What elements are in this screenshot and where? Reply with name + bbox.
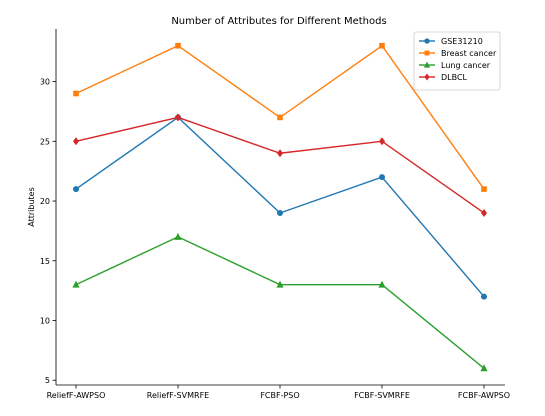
legend-label: DLBCL	[441, 73, 468, 82]
series-gse31210	[73, 114, 487, 300]
series-line	[75, 116, 485, 214]
point-marker	[423, 61, 431, 68]
x-tick-label: FCBF-SVMRFE	[354, 391, 410, 400]
point-marker	[424, 50, 430, 56]
y-tick-label: 15	[40, 257, 50, 266]
point-marker	[277, 209, 283, 216]
point-marker	[277, 149, 283, 158]
point-marker	[424, 73, 430, 81]
y-tick-label: 25	[40, 137, 50, 146]
point-marker	[73, 186, 79, 193]
point-marker	[481, 293, 487, 300]
point-marker	[73, 90, 79, 97]
y-tick-label: 5	[45, 376, 50, 385]
legend-box	[413, 31, 501, 91]
point-marker	[277, 114, 283, 121]
series-dlbcl	[73, 113, 487, 217]
y-axis-label: Attributes	[27, 187, 36, 227]
point-marker	[72, 280, 80, 288]
point-marker	[481, 186, 487, 192]
y-tick-label: 20	[40, 197, 50, 206]
y-tick-label: 30	[40, 78, 50, 87]
series-line	[75, 236, 485, 369]
point-marker	[379, 42, 385, 49]
point-marker	[379, 174, 385, 181]
chart-title: Number of Attributes for Different Metho…	[171, 16, 386, 27]
series-breast-cancer	[73, 42, 487, 192]
legend-label: Lung cancer	[441, 61, 491, 70]
point-marker	[174, 232, 182, 240]
point-marker	[378, 280, 386, 288]
legend: GSE31210 Breast cancer Lung cancer DLBCL	[413, 31, 501, 91]
point-marker	[481, 208, 487, 217]
legend-label: GSE31210	[441, 37, 483, 46]
series-lung-cancer	[72, 232, 488, 372]
series-lines	[72, 42, 488, 372]
point-marker	[175, 42, 181, 49]
legend-label: Breast cancer	[441, 49, 497, 58]
point-marker	[276, 280, 284, 288]
axes: 5 10 15 20 25 30 ReliefF-AWPSO ReliefF-SVMRFE FC…	[40, 29, 510, 400]
y-tick-label: 10	[40, 316, 50, 325]
point-marker	[379, 137, 385, 146]
point-marker	[73, 137, 79, 146]
x-tick-label: ReliefF-AWPSO	[47, 391, 106, 400]
x-tick-label: ReliefF-SVMRFE	[147, 391, 209, 400]
point-marker	[175, 113, 181, 122]
point-marker	[424, 38, 430, 44]
x-tick-label: FCBF-AWPSO	[458, 391, 510, 400]
x-tick-label: FCBF-PSO	[260, 391, 299, 400]
point-marker	[480, 364, 488, 372]
series-line	[75, 116, 485, 298]
